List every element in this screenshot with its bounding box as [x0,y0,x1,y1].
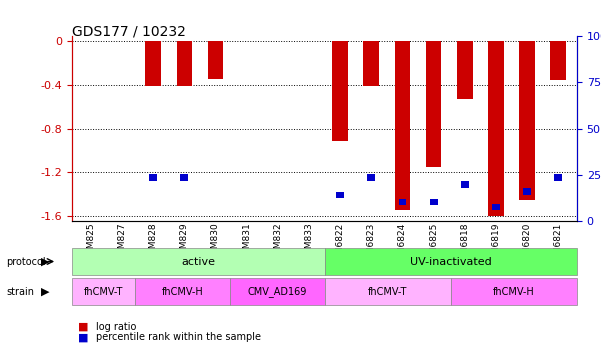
Bar [367,174,375,181]
Text: ■: ■ [78,332,88,342]
Bar [208,41,223,79]
Bar [551,41,566,80]
Bar [364,41,379,86]
Bar [519,41,535,200]
Bar [149,174,157,181]
Text: protocol: protocol [6,256,46,267]
Bar [177,41,192,86]
Bar [430,198,438,205]
Bar [332,41,348,141]
Bar [336,192,344,198]
Text: percentile rank within the sample: percentile rank within the sample [96,332,261,342]
Text: fhCMV-T: fhCMV-T [368,287,407,297]
Text: fhCMV-H: fhCMV-H [162,287,203,297]
Bar [145,41,161,86]
Bar [180,174,188,181]
Text: active: active [182,256,215,267]
Bar [488,41,504,216]
Text: strain: strain [6,287,34,297]
Bar [554,174,562,181]
Text: ▶: ▶ [41,287,49,297]
Bar [457,41,472,99]
Text: fhCMV-T: fhCMV-T [84,287,123,297]
Text: GDS177 / 10232: GDS177 / 10232 [72,25,186,39]
Bar [492,204,500,210]
Text: CMV_AD169: CMV_AD169 [248,286,307,297]
Bar [426,41,441,167]
Text: log ratio: log ratio [96,322,136,332]
Bar [395,41,410,210]
Text: fhCMV-H: fhCMV-H [493,287,535,297]
Bar [398,198,406,205]
Text: ▶: ▶ [41,256,49,267]
Bar [523,188,531,195]
Bar [461,181,469,188]
Text: ■: ■ [78,322,88,332]
Text: UV-inactivated: UV-inactivated [410,256,492,267]
